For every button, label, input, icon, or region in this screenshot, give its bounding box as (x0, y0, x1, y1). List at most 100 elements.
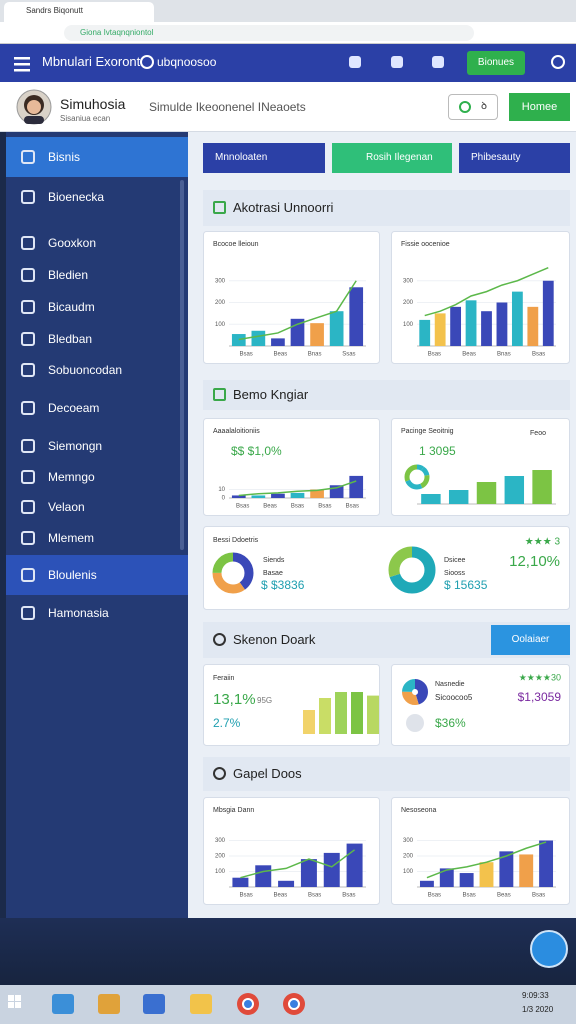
menu-bar (14, 63, 30, 66)
donut-slice (212, 552, 254, 594)
bar (476, 482, 497, 504)
url-text: Giona Ivtaqnqniontol (80, 28, 154, 37)
bar (300, 859, 317, 887)
bar (349, 287, 364, 346)
toggle-button[interactable]: ꝺ (448, 94, 498, 120)
sidebar-item[interactable]: Siemongn (48, 439, 103, 453)
menu-bar (14, 69, 30, 72)
sidebar (6, 132, 188, 918)
sidebar-icon[interactable] (21, 363, 35, 377)
sidebar-item[interactable]: Bledien (48, 268, 89, 282)
sidebar-item[interactable]: Bledban (48, 332, 93, 346)
fab[interactable] (530, 930, 568, 968)
bar (329, 311, 344, 346)
tab[interactable] (4, 2, 154, 22)
y-tick-label: 0 (222, 496, 226, 502)
toolbar-button[interactable]: Mnnoloaten (203, 143, 325, 173)
taskbar-app (98, 994, 120, 1014)
sidebar-item[interactable]: Gooxkon (48, 236, 97, 250)
sidebar-item[interactable]: Decoeam (48, 401, 100, 415)
chart-card: Mbsgia Dann 100 200 300 Bsas Beas Bsas Bsas (203, 797, 380, 905)
bar (532, 470, 552, 504)
bar (539, 840, 554, 887)
browser-icon-center (242, 998, 254, 1010)
sidebar-icon[interactable] (21, 500, 35, 514)
sidebar-item[interactable]: Bioenecka (48, 190, 105, 204)
bar (323, 852, 340, 887)
x-label: Bsas (342, 893, 355, 899)
sidebar-item[interactable]: Mlemem (48, 531, 95, 545)
bar (278, 880, 295, 887)
x-label: Beas (263, 504, 277, 510)
start-tile (15, 995, 21, 1001)
y-tick-label: 200 (215, 300, 226, 306)
stars: ★★★ 3 (525, 537, 561, 548)
x-label: Bsas (239, 893, 252, 899)
sidebar-active[interactable] (6, 137, 188, 177)
y-tick-label: 300 (403, 278, 414, 284)
kpi-small: 2.7% (213, 716, 241, 730)
chart-title: Mbsgia Dann (213, 807, 254, 814)
toolbar-button[interactable]: Phibesauty (459, 143, 570, 173)
sidebar-item[interactable]: Sobuoncodan (48, 363, 123, 377)
taskbar-icons (8, 993, 305, 1015)
y-tick-label: 100 (215, 322, 226, 328)
sidebar-icon[interactable] (21, 332, 35, 346)
sidebar-item[interactable]: Bisnis (48, 150, 81, 164)
bar (511, 291, 523, 346)
x-label: Beas (497, 893, 511, 899)
sidebar-item[interactable]: Hamonasia (48, 606, 109, 620)
sidebar-item[interactable]: Bloulenis (48, 568, 97, 582)
sidebar-icon[interactable] (21, 236, 35, 250)
sidebar-icon[interactable] (21, 190, 35, 204)
chart-card: Bcocoe lleioun 100 200 300 Bsas Beas Bnas Ssas (203, 231, 380, 364)
donut-label: Siends (263, 557, 285, 564)
chart-title: Pacinge Seoitnig (401, 428, 454, 435)
profile-button[interactable]: Homee (509, 93, 570, 121)
header-button[interactable]: Bionues (467, 51, 525, 75)
kpi-title: Feraiin (213, 675, 235, 682)
section-header (203, 380, 570, 410)
y-tick-label: 100 (215, 869, 226, 875)
sidebar-icon[interactable] (21, 268, 35, 282)
sidebar-icon[interactable] (21, 606, 35, 620)
chart-icon (404, 464, 430, 490)
kpi-note: 95G (257, 696, 272, 705)
y-tick-label: 300 (215, 838, 226, 844)
header-icon (349, 56, 361, 68)
profile-role: Sisaniua ecan (60, 114, 111, 123)
taskbar-app (52, 994, 74, 1014)
bar (231, 334, 246, 346)
sidebar-active[interactable] (6, 555, 188, 595)
x-label: Bsas (318, 504, 331, 510)
sidebar-item[interactable]: Memngo (48, 470, 95, 484)
sidebar-icon[interactable] (21, 568, 35, 582)
section-button[interactable]: Oolaiaer (491, 625, 570, 655)
donut-slice (388, 546, 436, 594)
sidebar-item[interactable]: Velaon (48, 500, 85, 514)
sidebar-icon[interactable] (21, 401, 35, 415)
url-field[interactable] (64, 25, 474, 41)
chart-card: Fissie oocenioe 100 200 300 Bsas Beas Bnas Bsas (391, 231, 570, 364)
sidebar-icon[interactable] (21, 300, 35, 314)
donut-value: $ $3836 (261, 578, 305, 592)
sidebar-icon[interactable] (21, 150, 35, 164)
x-label: Ssas (342, 352, 355, 358)
chart-title: Fissie oocenioe (401, 241, 450, 248)
toolbar-button[interactable]: Rosih Ilegenan (332, 143, 452, 173)
bar (481, 311, 492, 346)
sidebar-icon[interactable] (21, 439, 35, 453)
tab-title: Sandrs Biqonutt (26, 6, 83, 15)
section-icon (213, 388, 226, 401)
bar (335, 692, 347, 734)
bar (465, 300, 477, 346)
sidebar-item[interactable]: Bicaudm (48, 300, 95, 314)
profile-bar (0, 82, 576, 132)
sidebar-icon[interactable] (21, 531, 35, 545)
avatar-face (27, 100, 41, 114)
section-header (203, 190, 570, 226)
sidebar-icon[interactable] (21, 470, 35, 484)
percent: 12,10% (509, 553, 560, 570)
section-icon (213, 767, 226, 780)
